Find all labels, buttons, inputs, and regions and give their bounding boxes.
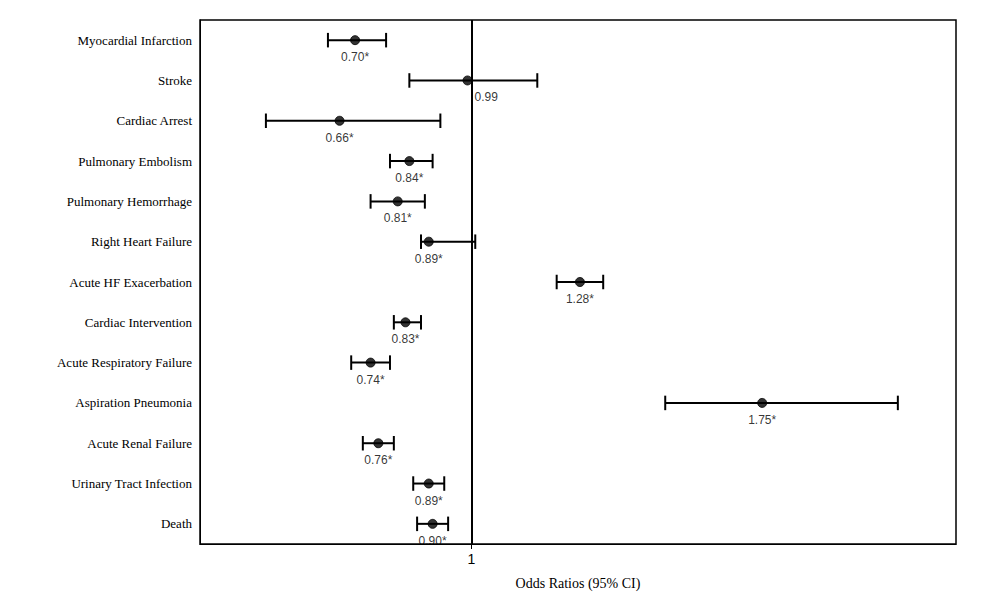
svg-text:Acute Renal Failure: Acute Renal Failure: [87, 436, 192, 451]
svg-text:0.89*: 0.89*: [415, 494, 443, 508]
svg-text:Pulmonary Hemorrhage: Pulmonary Hemorrhage: [67, 194, 193, 209]
svg-text:0.84*: 0.84*: [395, 171, 423, 185]
svg-text:Pulmonary Embolism: Pulmonary Embolism: [78, 154, 192, 169]
svg-text:1: 1: [467, 551, 475, 567]
svg-text:0.76*: 0.76*: [364, 453, 392, 467]
svg-text:Right Heart Failure: Right Heart Failure: [91, 234, 192, 249]
svg-text:0.90*: 0.90*: [419, 534, 447, 548]
svg-text:1.75*: 1.75*: [748, 413, 776, 427]
svg-text:Acute Respiratory Failure: Acute Respiratory Failure: [57, 355, 192, 370]
svg-text:Cardiac Arrest: Cardiac Arrest: [117, 113, 193, 128]
svg-text:0.66*: 0.66*: [326, 131, 354, 145]
svg-text:0.74*: 0.74*: [357, 373, 385, 387]
svg-text:Death: Death: [161, 516, 193, 531]
svg-text:0.89*: 0.89*: [415, 252, 443, 266]
svg-text:Cardiac Intervention: Cardiac Intervention: [85, 315, 193, 330]
svg-text:0.81*: 0.81*: [384, 211, 412, 225]
svg-text:Aspiration Pneumonia: Aspiration Pneumonia: [75, 395, 192, 410]
svg-text:Stroke: Stroke: [158, 73, 192, 88]
svg-text:Acute HF Exacerbation: Acute HF Exacerbation: [69, 275, 192, 290]
svg-text:0.99: 0.99: [475, 90, 499, 104]
svg-text:Odds Ratios (95% CI): Odds Ratios (95% CI): [516, 576, 641, 592]
svg-text:0.70*: 0.70*: [341, 50, 369, 64]
svg-text:Urinary Tract Infection: Urinary Tract Infection: [71, 476, 192, 491]
svg-text:1.28*: 1.28*: [566, 292, 594, 306]
svg-text:0.83*: 0.83*: [391, 332, 419, 346]
svg-text:Myocardial Infarction: Myocardial Infarction: [78, 33, 193, 48]
